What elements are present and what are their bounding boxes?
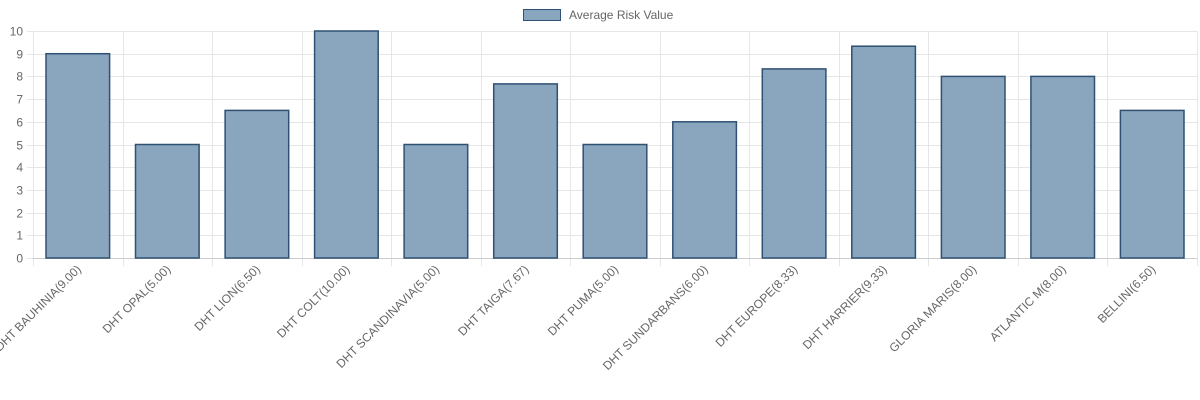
- x-tick-label: DHT TAIGA(7.67): [455, 262, 531, 338]
- y-tick-label: 3: [16, 184, 23, 198]
- bar[interactable]: [1030, 75, 1096, 259]
- x-tick-label: DHT OPAL(5.00): [100, 262, 174, 336]
- y-tick-label: 9: [16, 48, 23, 62]
- y-axis-ticks: 0 1 2 3 4 5 6 7 8 9 10: [10, 25, 24, 266]
- y-tick-label: 2: [16, 207, 23, 221]
- chart-legend[interactable]: Average Risk Value: [523, 7, 673, 23]
- x-tick-label: DHT SUNDARBANS(6.00): [600, 262, 711, 373]
- bar[interactable]: [45, 52, 111, 259]
- bar[interactable]: [582, 143, 648, 259]
- bar[interactable]: [224, 109, 290, 259]
- bar[interactable]: [851, 45, 917, 259]
- x-tick-label: BELLINI(6.50): [1095, 262, 1159, 326]
- y-tick-label: 4: [16, 161, 23, 175]
- x-tick-label: DHT COLT(10.00): [274, 262, 352, 340]
- bar[interactable]: [940, 75, 1006, 259]
- bar[interactable]: [1119, 109, 1185, 259]
- legend-swatch: [523, 9, 561, 21]
- x-tick-label: DHT BAUHINIA(9.00): [0, 262, 84, 354]
- bar[interactable]: [134, 143, 200, 259]
- y-tick-label: 8: [16, 70, 23, 84]
- x-tick-label: DHT PUMA(5.00): [545, 262, 621, 338]
- y-tick-label: 10: [10, 25, 24, 39]
- x-axis-ticks: DHT BAUHINIA(9.00) DHT OPAL(5.00) DHT LION…: [0, 262, 1158, 373]
- y-tick-label: 7: [16, 93, 23, 107]
- y-tick-label: 5: [16, 139, 23, 153]
- bar[interactable]: [313, 30, 379, 259]
- x-tick-label: DHT LION(6.50): [191, 262, 263, 334]
- x-tick-label: ATLANTIC M(8.00): [987, 262, 1069, 344]
- bar[interactable]: [492, 83, 559, 259]
- x-tick-label: DHT EUROPE(8.33): [713, 262, 801, 350]
- bars: [45, 30, 1185, 259]
- x-tick-label: GLORIA MARIS(8.00): [886, 262, 979, 355]
- legend-label: Average Risk Value: [569, 8, 674, 22]
- x-tick-label: DHT HARRIER(9.33): [800, 262, 890, 352]
- bar[interactable]: [761, 68, 827, 259]
- bar[interactable]: [403, 143, 469, 259]
- y-tick-label: 1: [16, 229, 23, 243]
- y-tick-label: 0: [16, 252, 23, 266]
- bar[interactable]: [672, 121, 738, 259]
- y-tick-label: 6: [16, 116, 23, 130]
- x-tick-label: DHT SCANDINAVIA(5.00): [333, 262, 442, 371]
